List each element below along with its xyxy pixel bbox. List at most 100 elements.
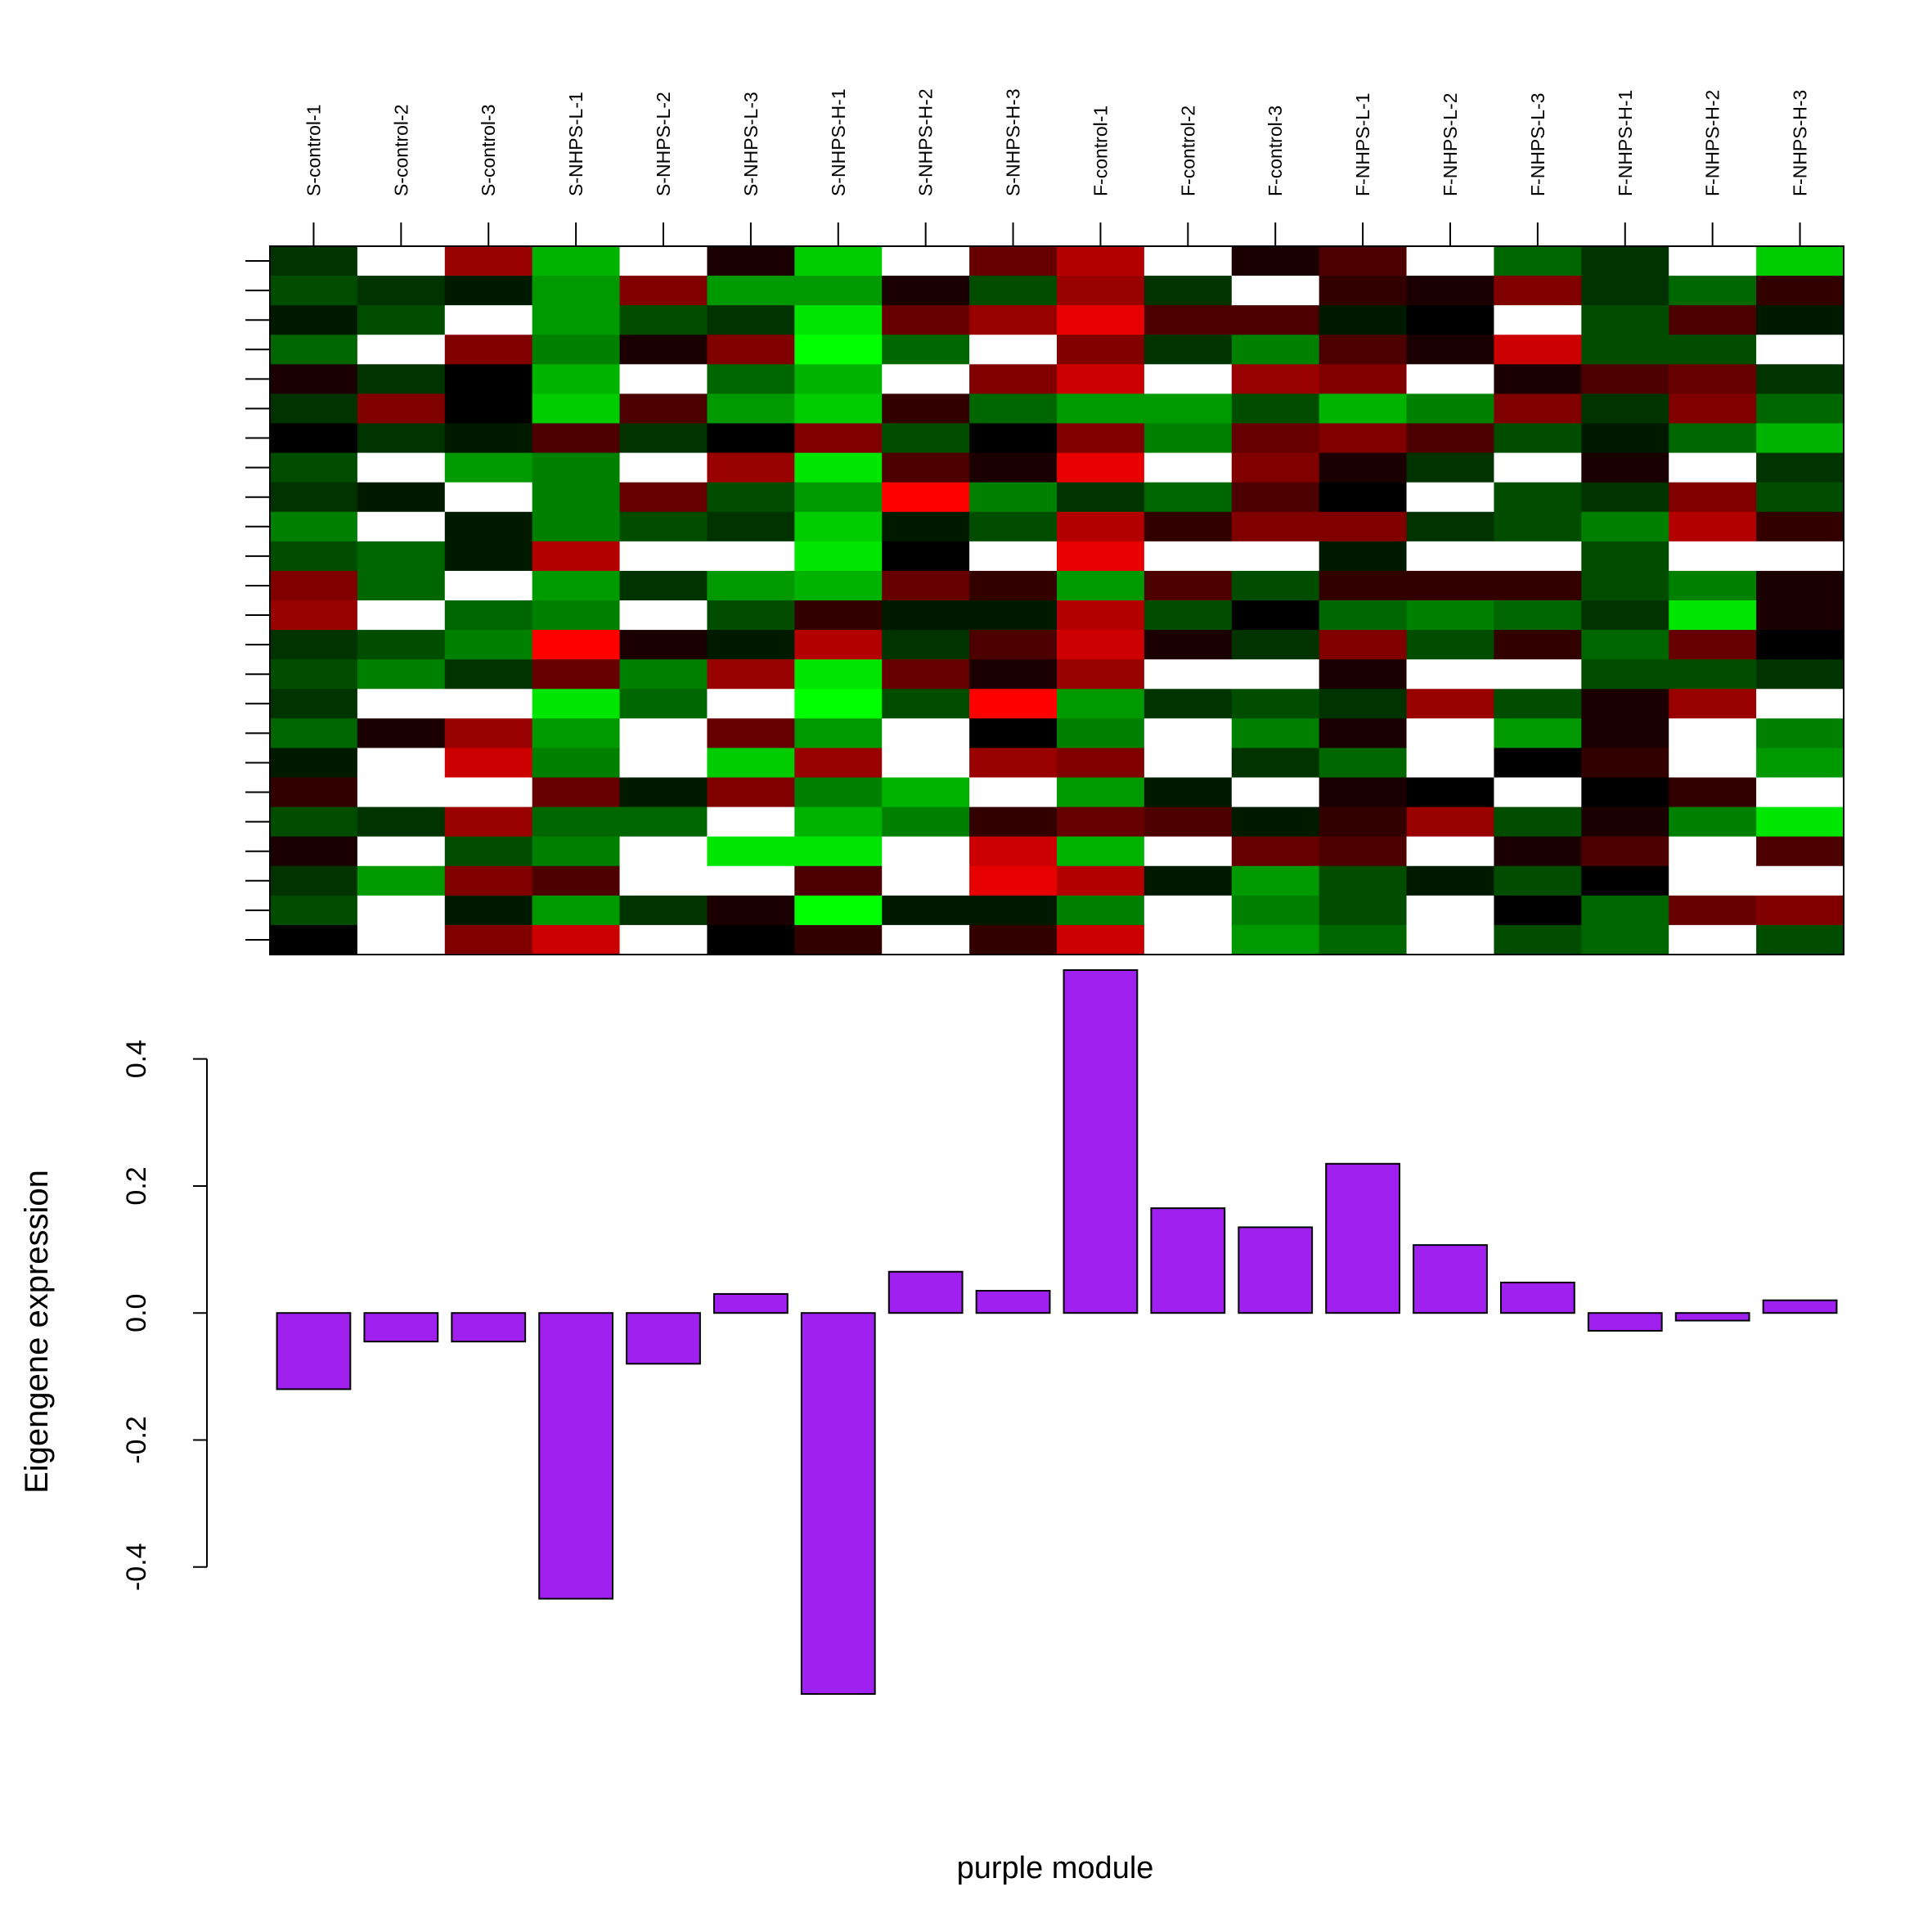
heatmap-cell bbox=[357, 364, 446, 394]
heatmap-cell bbox=[1143, 718, 1233, 748]
heatmap-cell bbox=[1756, 659, 1844, 690]
heatmap-cell bbox=[707, 335, 795, 365]
heatmap-cell bbox=[1756, 924, 1844, 955]
heatmap-cell bbox=[270, 718, 358, 748]
heatmap-cell bbox=[969, 541, 1058, 572]
heatmap-cell bbox=[1143, 659, 1233, 690]
heatmap-cell bbox=[270, 305, 358, 335]
heatmap-cell bbox=[1231, 865, 1320, 896]
heatmap-cell bbox=[1581, 689, 1669, 719]
heatmap-cell bbox=[444, 423, 533, 454]
heatmap-cell bbox=[1231, 806, 1320, 838]
heatmap-cell bbox=[619, 305, 708, 335]
heatmap-cell bbox=[1143, 806, 1233, 838]
heatmap-cell bbox=[444, 659, 533, 690]
heatmap-cell bbox=[1057, 423, 1145, 454]
column-label: S-NHPS-L-1 bbox=[565, 92, 586, 196]
heatmap-cell bbox=[1756, 600, 1844, 631]
heatmap-cell bbox=[794, 806, 883, 838]
heatmap-cell bbox=[1756, 748, 1844, 778]
x-axis-label: purple module bbox=[957, 1851, 1154, 1885]
heatmap-cell bbox=[1581, 335, 1669, 365]
heatmap-cell bbox=[1406, 393, 1494, 424]
heatmap-cell bbox=[1143, 600, 1233, 631]
heatmap-cell bbox=[1057, 570, 1145, 601]
heatmap-cell bbox=[969, 305, 1058, 335]
heatmap-cell bbox=[1494, 511, 1582, 542]
bar bbox=[1762, 1299, 1838, 1314]
heatmap-cell bbox=[1756, 423, 1844, 454]
heatmap-cell bbox=[1494, 865, 1582, 896]
heatmap-cell bbox=[1406, 630, 1494, 660]
heatmap-cell bbox=[1057, 659, 1145, 690]
heatmap-cell bbox=[532, 659, 621, 690]
y-tick-label: -0.2 bbox=[121, 1416, 152, 1464]
heatmap-cell bbox=[1057, 335, 1145, 365]
heatmap-cell bbox=[357, 659, 446, 690]
heatmap-cell bbox=[1143, 836, 1233, 867]
heatmap-cell bbox=[270, 541, 358, 572]
heatmap-cell bbox=[1581, 924, 1669, 955]
heatmap-cell bbox=[532, 777, 621, 808]
heatmap-cell bbox=[1319, 659, 1408, 690]
heatmap-cell bbox=[1581, 452, 1669, 483]
heatmap-cell bbox=[1319, 865, 1408, 896]
heatmap-cell bbox=[1581, 777, 1669, 808]
heatmap-cell bbox=[1231, 541, 1320, 572]
heatmap-cell bbox=[1494, 335, 1582, 365]
heatmap-cell bbox=[1756, 630, 1844, 660]
heatmap-cell bbox=[1057, 748, 1145, 778]
heatmap-cell bbox=[1406, 718, 1494, 748]
heatmap-cell bbox=[444, 305, 533, 335]
heatmap-cell bbox=[1581, 305, 1669, 335]
heatmap-cell bbox=[1669, 836, 1757, 867]
heatmap-cell bbox=[1756, 246, 1844, 276]
heatmap-cell bbox=[1057, 689, 1145, 719]
heatmap-cell bbox=[1669, 806, 1757, 838]
heatmap-cell bbox=[707, 689, 795, 719]
heatmap-cell bbox=[1143, 777, 1233, 808]
heatmap-cell bbox=[794, 570, 883, 601]
bar bbox=[363, 1312, 439, 1343]
heatmap-cell bbox=[1581, 659, 1669, 690]
heatmap-cell bbox=[794, 393, 883, 424]
heatmap-cell bbox=[794, 895, 883, 926]
heatmap-cell bbox=[1319, 895, 1408, 926]
heatmap-cell bbox=[882, 689, 970, 719]
heatmap-cell bbox=[1231, 482, 1320, 513]
heatmap-cell bbox=[1143, 482, 1233, 513]
heatmap-cell bbox=[707, 305, 795, 335]
y-tick-label: 0.2 bbox=[121, 1166, 152, 1205]
heatmap-cell bbox=[1231, 423, 1320, 454]
column-label: S-NHPS-H-1 bbox=[828, 88, 849, 196]
heatmap-cell bbox=[882, 806, 970, 838]
heatmap-cell bbox=[1231, 659, 1320, 690]
heatmap-cell bbox=[1231, 895, 1320, 926]
heatmap-cell bbox=[882, 924, 970, 955]
heatmap-cell bbox=[1406, 600, 1494, 631]
heatmap-cell bbox=[532, 600, 621, 631]
heatmap-cell bbox=[619, 335, 708, 365]
heatmap-cell bbox=[1057, 452, 1145, 483]
bar bbox=[1413, 1244, 1488, 1314]
heatmap-cell bbox=[357, 777, 446, 808]
heatmap-cell bbox=[1057, 246, 1145, 276]
heatmap-cell bbox=[969, 393, 1058, 424]
heatmap-cell bbox=[1669, 423, 1757, 454]
column-label: S-NHPS-H-3 bbox=[1003, 88, 1024, 196]
heatmap-cell bbox=[969, 777, 1058, 808]
heatmap-cell bbox=[532, 305, 621, 335]
heatmap-cell bbox=[882, 630, 970, 660]
heatmap-cell bbox=[1143, 305, 1233, 335]
heatmap-cell bbox=[1406, 482, 1494, 513]
heatmap-cell bbox=[270, 630, 358, 660]
heatmap-cell bbox=[794, 541, 883, 572]
heatmap-cell bbox=[1494, 777, 1582, 808]
heatmap-cell bbox=[357, 305, 446, 335]
heatmap-cell bbox=[532, 865, 621, 896]
heatmap-cell bbox=[707, 541, 795, 572]
heatmap-cell bbox=[882, 452, 970, 483]
heatmap-cell bbox=[619, 393, 708, 424]
heatmap-cell bbox=[444, 777, 533, 808]
heatmap-cell bbox=[1231, 689, 1320, 719]
